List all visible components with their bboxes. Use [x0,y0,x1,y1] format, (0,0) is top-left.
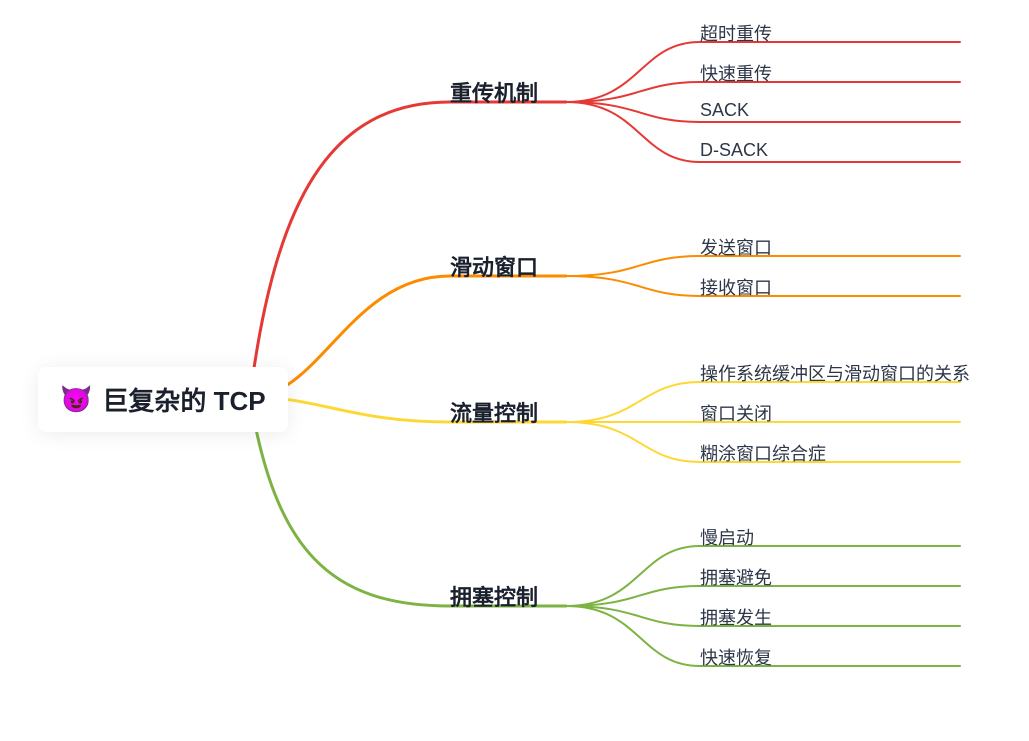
leaf-node[interactable]: 接收窗口 [700,274,772,300]
leaf-node[interactable]: 快速恢复 [700,644,772,670]
root-node[interactable]: 😈 巨复杂的 TCP [38,367,288,432]
leaf-node[interactable]: 慢启动 [700,524,754,550]
leaf-node[interactable]: 拥塞避免 [700,564,772,590]
leaf-node[interactable]: SACK [700,100,749,121]
root-label: 巨复杂的 TCP [102,381,265,418]
leaf-node[interactable]: 发送窗口 [700,234,772,260]
leaf-node[interactable]: 糊涂窗口综合症 [700,440,826,466]
branch-node[interactable]: 滑动窗口 [450,250,538,282]
leaf-node[interactable]: 拥塞发生 [700,604,772,630]
leaf-node[interactable]: 快速重传 [700,60,772,86]
leaf-node[interactable]: 超时重传 [700,20,772,46]
leaf-node[interactable]: 操作系统缓冲区与滑动窗口的关系 [700,360,970,386]
branch-node[interactable]: 流量控制 [450,396,538,428]
leaf-node[interactable]: 窗口关闭 [700,400,772,426]
devil-icon: 😈 [60,384,92,415]
branch-node[interactable]: 拥塞控制 [450,580,538,612]
branch-node[interactable]: 重传机制 [450,76,538,108]
leaf-node[interactable]: D-SACK [700,140,768,161]
